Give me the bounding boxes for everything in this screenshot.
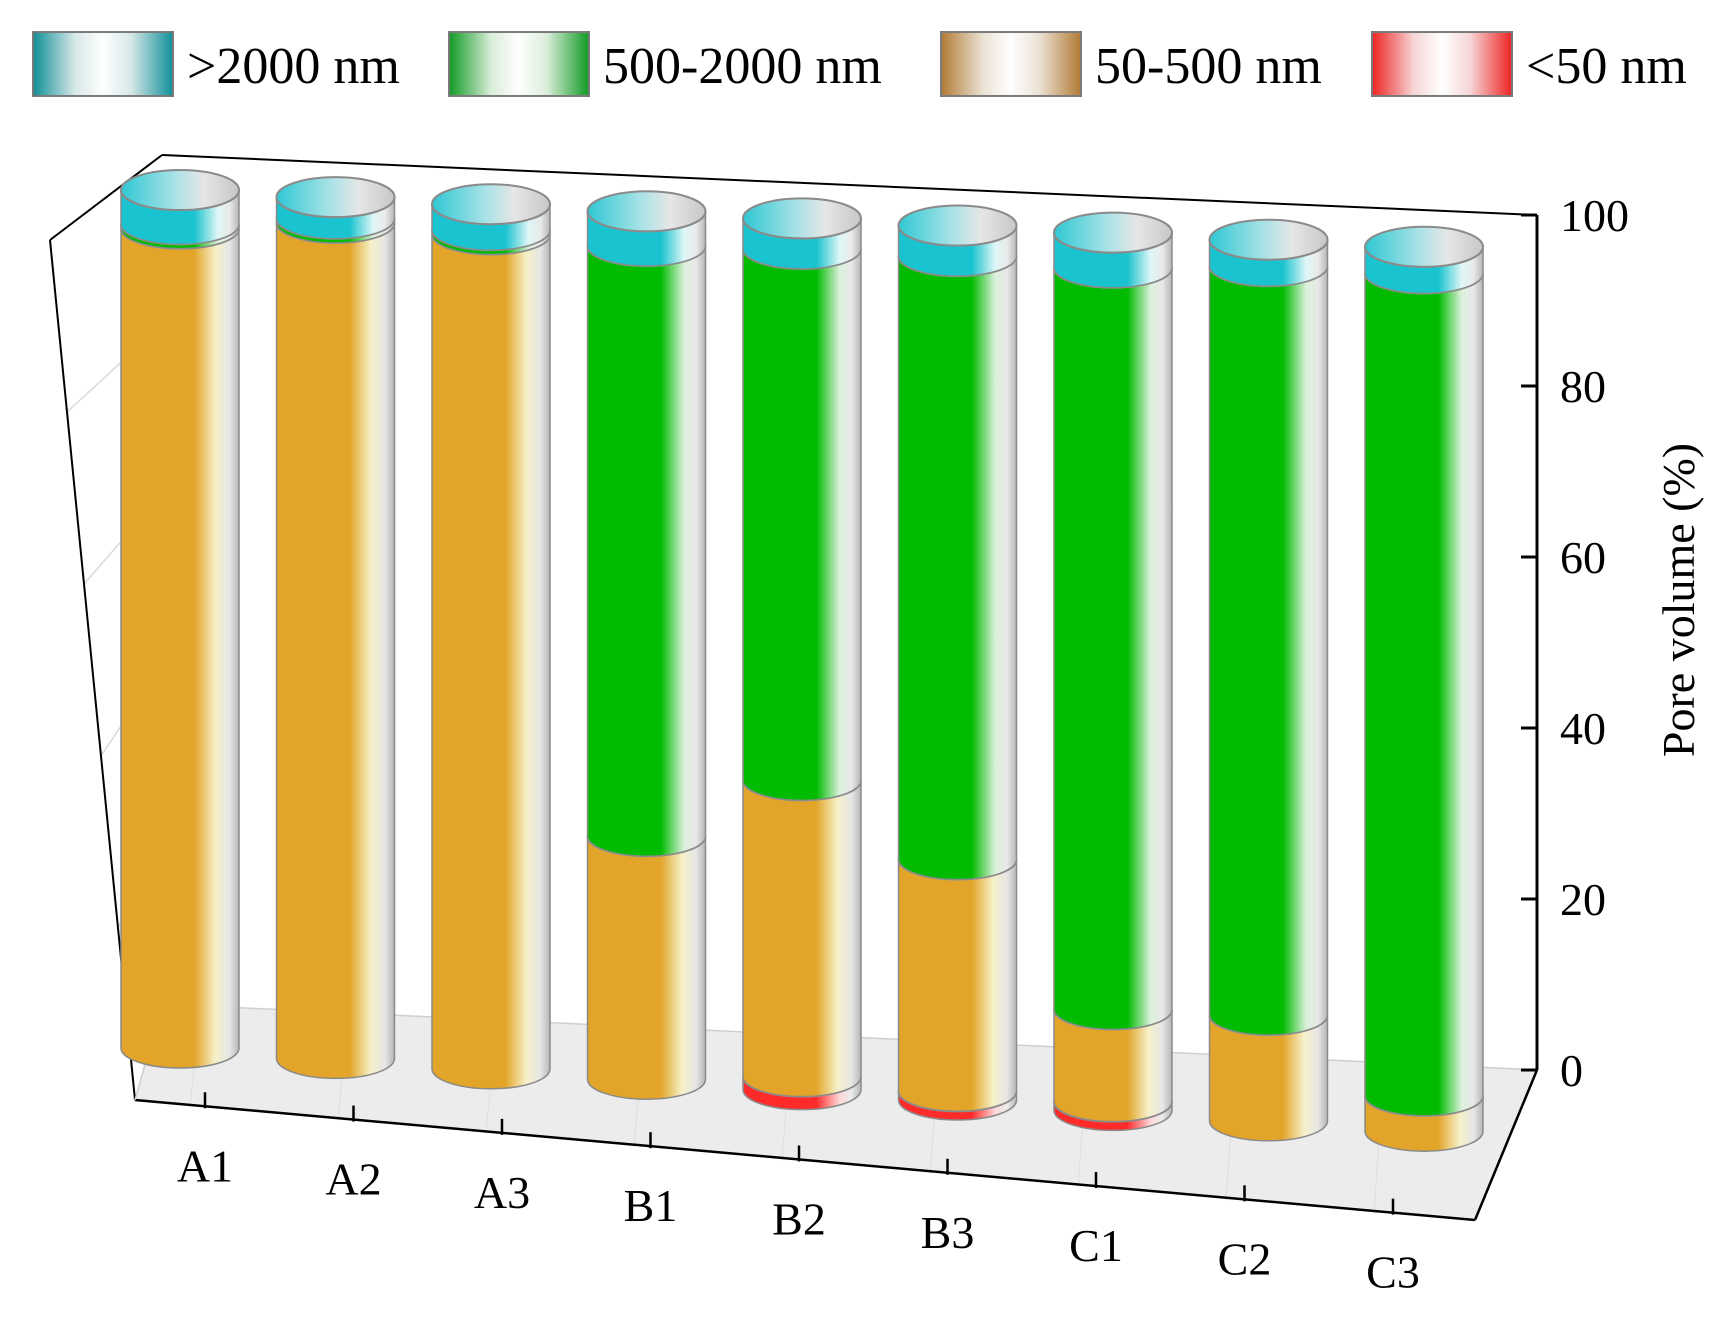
legend-swatch-gt2000 xyxy=(32,31,174,97)
bar-segment-500-2000-nm xyxy=(897,256,1018,881)
bar-segment-50-500-nm xyxy=(742,780,862,1098)
legend: >2000 nm 500-2000 nm 50-500 nm <50 nm xyxy=(32,31,1687,97)
bar-B3 xyxy=(897,204,1018,1121)
y-tick-label: 80 xyxy=(1560,361,1606,412)
bar-top-cap xyxy=(1053,211,1173,254)
legend-swatch-500-2000 xyxy=(448,31,590,97)
legend-item: >2000 nm xyxy=(32,31,400,97)
bar-segment-50-500-nm xyxy=(897,859,1018,1112)
legend-swatch-50-500 xyxy=(940,31,1082,97)
x-tick-label: C3 xyxy=(1366,1247,1420,1298)
x-tick-label: A1 xyxy=(177,1140,233,1191)
bar-segment-50-500-nm xyxy=(586,836,707,1100)
legend-label-lt50: <50 nm xyxy=(1526,38,1687,95)
bar-A2 xyxy=(275,176,396,1080)
legend-item: 50-500 nm xyxy=(940,31,1322,97)
bar-A1 xyxy=(120,169,240,1069)
bar-top-cap xyxy=(431,183,551,226)
x-tick-label: C1 xyxy=(1069,1220,1123,1271)
legend-swatch-lt50 xyxy=(1371,31,1513,97)
legend-label-50-500: 50-500 nm xyxy=(1095,38,1322,95)
y-axis: 0 20 40 60 80 100 xyxy=(1521,190,1629,1096)
bar-segment-500-2000-nm xyxy=(742,248,862,802)
bar-segment-500-2000-nm xyxy=(1208,266,1329,1036)
bar-segment-50-500-nm xyxy=(120,228,240,1069)
x-tick-label: A2 xyxy=(325,1154,381,1205)
bar-top-cap xyxy=(275,176,396,219)
y-axis-title: Pore volume (%) xyxy=(1653,443,1704,757)
bar-top-cap xyxy=(742,197,862,240)
y-tick-label: 0 xyxy=(1560,1045,1583,1096)
legend-label-gt2000: >2000 nm xyxy=(187,38,400,95)
y-tick-label: 40 xyxy=(1560,703,1606,754)
frame-line xyxy=(49,154,163,241)
bar-segment-500-2000-nm xyxy=(1364,273,1484,1117)
bar-B2 xyxy=(742,197,862,1111)
legend-item: <50 nm xyxy=(1371,31,1687,97)
bar-top-cap xyxy=(120,169,240,211)
y-tick-label: 100 xyxy=(1560,190,1629,241)
x-tick-label: B1 xyxy=(624,1180,678,1231)
x-tick-label: B2 xyxy=(772,1193,826,1244)
bar-B1 xyxy=(586,190,707,1100)
bar-top-cap xyxy=(897,204,1018,247)
bar-segment-500-2000-nm xyxy=(586,245,707,857)
bar-top-cap xyxy=(586,190,707,233)
bar-C3 xyxy=(1364,225,1484,1152)
y-tick-label: 20 xyxy=(1560,874,1606,925)
bar-A3 xyxy=(431,183,551,1090)
frame-line xyxy=(1473,1069,1539,1221)
frame-line xyxy=(161,154,1538,216)
bar-C2 xyxy=(1208,218,1329,1142)
bars xyxy=(120,169,1484,1152)
legend-label-500-2000: 500-2000 nm xyxy=(603,38,882,95)
frame-line xyxy=(134,1098,1476,1222)
y-tick-label: 60 xyxy=(1560,532,1606,583)
legend-item: 500-2000 nm xyxy=(448,31,882,97)
bar-C1 xyxy=(1053,211,1173,1132)
bar-top-cap xyxy=(1364,225,1484,268)
x-tick-label: A3 xyxy=(474,1167,530,1218)
bar-segment-50-500-nm xyxy=(275,222,396,1080)
x-tick-label: C2 xyxy=(1218,1233,1272,1284)
bar-segment-500-2000-nm xyxy=(1053,267,1173,1031)
x-tick-label: B3 xyxy=(921,1207,975,1258)
bar-segment-50-500-nm xyxy=(431,234,551,1090)
bar-top-cap xyxy=(1208,218,1329,261)
x-axis: A1 A2 A3 B1 B2 B3 C1 C2 C3 xyxy=(177,1092,1420,1298)
